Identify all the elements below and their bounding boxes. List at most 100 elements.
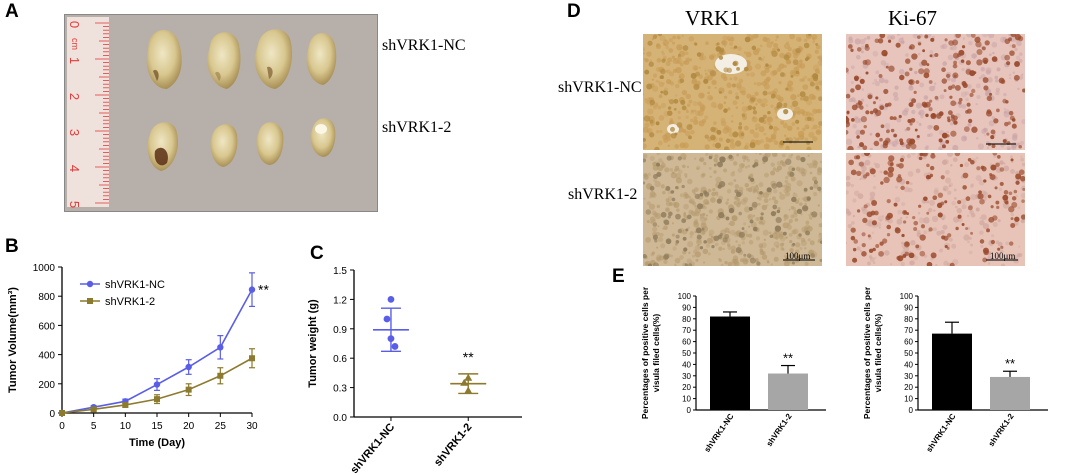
stained-nucleus (1002, 139, 1007, 144)
tissue-cell (721, 40, 728, 46)
stained-nucleus (643, 253, 647, 259)
tissue-cell (929, 125, 933, 129)
tissue-cell (709, 175, 712, 178)
stained-nucleus (803, 187, 808, 192)
stained-nucleus (850, 48, 854, 52)
tissue-cell (674, 165, 679, 170)
stained-nucleus (856, 209, 861, 213)
tissue-cell (1009, 44, 1012, 47)
ruler-number: 4 (67, 164, 83, 173)
tissue-cell (694, 205, 697, 208)
tissue-cell (718, 137, 723, 142)
tissue-cell (786, 224, 792, 230)
tissue-cell (684, 173, 688, 177)
tissue-cell (643, 47, 646, 52)
tissue-cell (644, 58, 649, 63)
tissue-cell (685, 93, 692, 100)
stained-nucleus (929, 165, 935, 171)
tissue-cell (768, 91, 772, 95)
stained-nucleus (881, 49, 888, 57)
stained-nucleus (798, 233, 802, 237)
tissue-cell (916, 121, 919, 124)
tissue-cell (950, 77, 956, 83)
y-tick-label: 600 (38, 321, 55, 332)
stained-nucleus (908, 102, 914, 108)
tissue-cell (652, 161, 657, 167)
tissue-cell (1008, 73, 1012, 77)
stained-nucleus (970, 231, 973, 235)
stained-nucleus (871, 220, 877, 226)
tissue-cell (756, 81, 761, 87)
stained-nucleus (953, 60, 958, 65)
y-tick-label: 20 (682, 383, 691, 392)
tissue-cell (793, 228, 799, 235)
stained-nucleus (740, 132, 745, 137)
tissue-cell (759, 139, 765, 144)
tissue-cell (774, 39, 778, 42)
tissue-cell (727, 261, 733, 266)
tissue-cell (801, 172, 806, 177)
tissue-cell (788, 232, 793, 237)
stained-nucleus (724, 233, 730, 239)
tissue-cell (860, 98, 865, 102)
tissue-cell (808, 77, 814, 83)
tissue-cell (789, 240, 793, 244)
tissue-cell (790, 94, 797, 101)
stained-nucleus (896, 255, 901, 261)
tissue-cell (968, 40, 973, 46)
tissue-cell (866, 35, 871, 40)
tissue-cell (818, 80, 822, 86)
stained-nucleus (865, 172, 870, 177)
data-point (391, 343, 399, 350)
stained-nucleus (655, 121, 660, 126)
tissue-cell (917, 52, 921, 56)
stained-nucleus (1018, 169, 1025, 176)
stained-nucleus (921, 59, 928, 66)
stained-nucleus (919, 234, 926, 241)
tissue-cell (995, 90, 1000, 96)
tissue-cell (971, 53, 977, 59)
stained-nucleus (944, 200, 948, 204)
stained-nucleus (846, 115, 848, 119)
tissue-cell (878, 99, 881, 102)
stained-nucleus (987, 194, 992, 199)
tissue-cell (819, 211, 822, 216)
tissue-cell (932, 227, 937, 232)
tissue-cell (643, 174, 649, 180)
x-tick-label: 15 (151, 421, 163, 432)
tissue-cell (730, 249, 736, 254)
tissue-cell (662, 191, 666, 195)
tissue-cell (872, 261, 876, 265)
tissue-cell (670, 254, 674, 258)
tissue-cell (763, 132, 767, 136)
stained-nucleus (674, 132, 678, 136)
tissue-cell (722, 247, 725, 251)
tissue-cell (861, 88, 865, 91)
tissue-cell (683, 191, 688, 197)
tissue-cell (800, 97, 803, 101)
stained-nucleus (667, 215, 671, 219)
stained-nucleus (894, 227, 901, 234)
stained-nucleus (717, 161, 723, 168)
tissue-cell (780, 246, 784, 251)
tissue-cell (706, 237, 713, 244)
tissue-cell (908, 187, 913, 193)
stained-nucleus (875, 132, 881, 138)
tissue-cell (703, 217, 708, 221)
tissue-cell (738, 78, 744, 84)
tissue-cell (768, 64, 772, 68)
stained-nucleus (1008, 110, 1014, 116)
tissue-cell (657, 105, 662, 110)
stained-nucleus (675, 239, 680, 244)
stained-nucleus (925, 101, 931, 108)
tissue-cell (945, 177, 952, 184)
tissue-cell (991, 41, 998, 48)
y-tick-label: 40 (904, 360, 913, 369)
stained-nucleus (660, 68, 666, 75)
tissue-cell (707, 252, 711, 256)
tissue-cell (805, 220, 810, 225)
legend-label: shVRK1-2 (105, 296, 155, 308)
tissue-cell (770, 104, 774, 108)
tissue-cell (694, 66, 698, 71)
stained-nucleus (665, 186, 671, 191)
